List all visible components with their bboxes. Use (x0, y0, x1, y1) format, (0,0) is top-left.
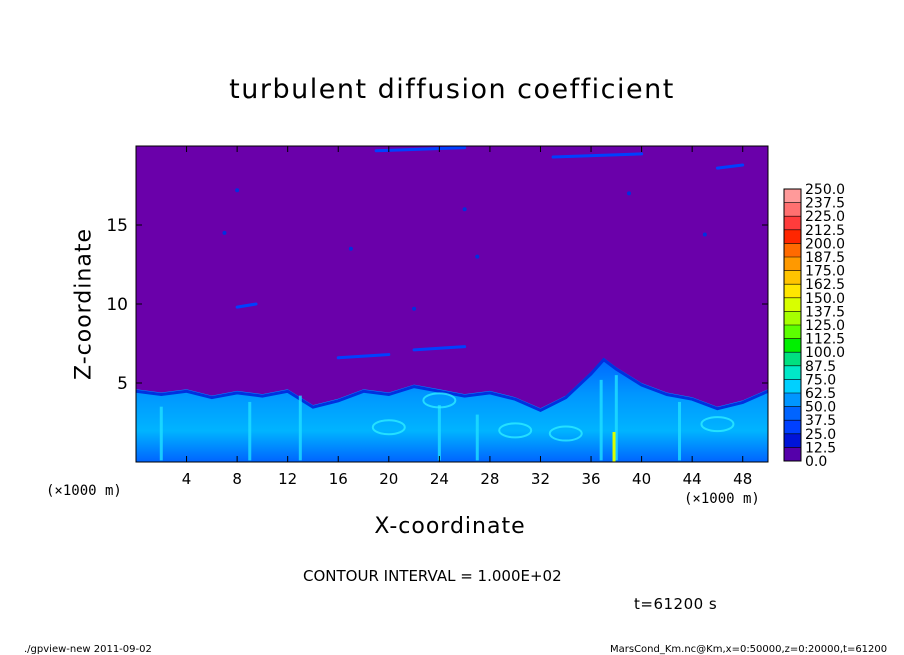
elevated-speck (475, 254, 480, 259)
footer-left: ./gpview-new 2011-09-02 (24, 644, 152, 655)
colorbar-label: 162.5 (805, 277, 845, 293)
colorbar-label: 212.5 (805, 223, 845, 239)
peak-plume (612, 431, 616, 462)
colorbar-label: 50.0 (805, 400, 836, 416)
colorbar-swatch (784, 406, 801, 421)
boundary-layer-region (136, 357, 768, 462)
x-unit-label-right: (×1000 m) (684, 491, 760, 507)
colorbar-swatch (784, 216, 801, 231)
x-tick-label: 20 (379, 470, 398, 488)
colorbar-label: 175.0 (805, 264, 845, 280)
colorbar-swatch (784, 433, 801, 448)
colorbar-swatch (784, 420, 801, 435)
eddy-swirl (371, 419, 406, 436)
colorbar-swatch (784, 202, 801, 217)
elevated-speck (462, 207, 467, 212)
colorbar-swatch (784, 284, 801, 299)
colorbar-swatch (784, 352, 801, 367)
elevated-speck (348, 246, 353, 251)
plot-area (135, 145, 769, 463)
chart-title: turbulent diffusion coefficient (229, 74, 675, 105)
x-tick-label: 40 (632, 470, 651, 488)
y-tick-label: 15 (106, 216, 128, 236)
x-tick-label: 24 (430, 470, 449, 488)
colorbar-label: 225.0 (805, 209, 845, 225)
eddy-swirl (422, 392, 457, 409)
time-label: t=61200 s (634, 595, 718, 613)
elevated-speck (702, 232, 707, 237)
y-tick-label: 10 (106, 295, 128, 315)
colorbar-label: 187.5 (805, 250, 845, 266)
elevated-speck (412, 306, 417, 311)
x-tick-label: 48 (733, 470, 752, 488)
colorbar-label: 12.5 (805, 440, 836, 456)
colorbar-swatch (784, 325, 801, 339)
y-axis-label: Z-coordinate (71, 228, 97, 380)
x-tick-label: 12 (278, 470, 297, 488)
x-tick-label: 44 (683, 470, 702, 488)
x-tick-label: 4 (182, 470, 192, 488)
x-tick-label: 28 (480, 470, 499, 488)
colorbar-label: 237.5 (805, 196, 845, 212)
colorbar-swatch (784, 393, 801, 407)
colorbar-label: 200.0 (805, 236, 845, 252)
x-tick-label: 36 (581, 470, 600, 488)
colorbar-swatch (784, 338, 801, 353)
colorbar-label: 62.5 (805, 386, 836, 402)
boundary-layer-edge (135, 357, 769, 412)
colorbar-swatch (784, 297, 801, 312)
colorbar-label: 112.5 (805, 332, 845, 348)
x-tick-label: 8 (232, 470, 242, 488)
elevated-patch (235, 302, 258, 309)
elevated-patch (551, 152, 644, 159)
elevated-patch (412, 345, 467, 352)
eddy-swirl (548, 425, 583, 442)
elevated-speck (222, 230, 227, 235)
colorbar-label: 137.5 (805, 304, 845, 320)
colorbar-swatch (784, 243, 801, 258)
colorbar-swatch (784, 189, 801, 203)
colorbar-swatch (784, 379, 801, 394)
elevated-patch (715, 163, 745, 170)
eddy-swirl (498, 422, 533, 439)
colorbar-swatch (784, 447, 801, 462)
elevated-speck (626, 191, 631, 196)
x-tick-label: 32 (531, 470, 550, 488)
colorbar-label: 0.0 (805, 454, 827, 470)
colorbar-swatch (784, 311, 801, 326)
colorbar-swatch (784, 365, 801, 380)
colorbar-label: 250.0 (805, 182, 845, 198)
colorbar-label: 37.5 (805, 413, 836, 429)
colorbar-label: 100.0 (805, 345, 845, 361)
colorbar-label: 75.0 (805, 372, 836, 388)
contour-interval: CONTOUR INTERVAL = 1.000E+02 (303, 567, 562, 585)
colorbar-label: 87.5 (805, 359, 836, 375)
colorbar-label: 25.0 (805, 427, 836, 443)
colorbar-label: 125.0 (805, 318, 845, 334)
eddy-swirl (700, 416, 735, 433)
x-axis-label: X-coordinate (374, 514, 526, 539)
colorbar-swatch (784, 229, 801, 244)
x-unit-label-left: (×1000 m) (46, 483, 122, 499)
y-tick-label: 5 (117, 374, 128, 394)
colorbar-swatch (784, 270, 801, 285)
x-tick-label: 16 (329, 470, 348, 488)
footer-right: MarsCond_Km.nc@Km,x=0:50000,z=0:20000,t=… (610, 644, 888, 655)
colorbar-swatch (784, 257, 801, 271)
elevated-patch (374, 146, 467, 153)
colorbar-label: 150.0 (805, 291, 845, 307)
elevated-patch (336, 353, 391, 360)
elevated-speck (235, 188, 240, 193)
